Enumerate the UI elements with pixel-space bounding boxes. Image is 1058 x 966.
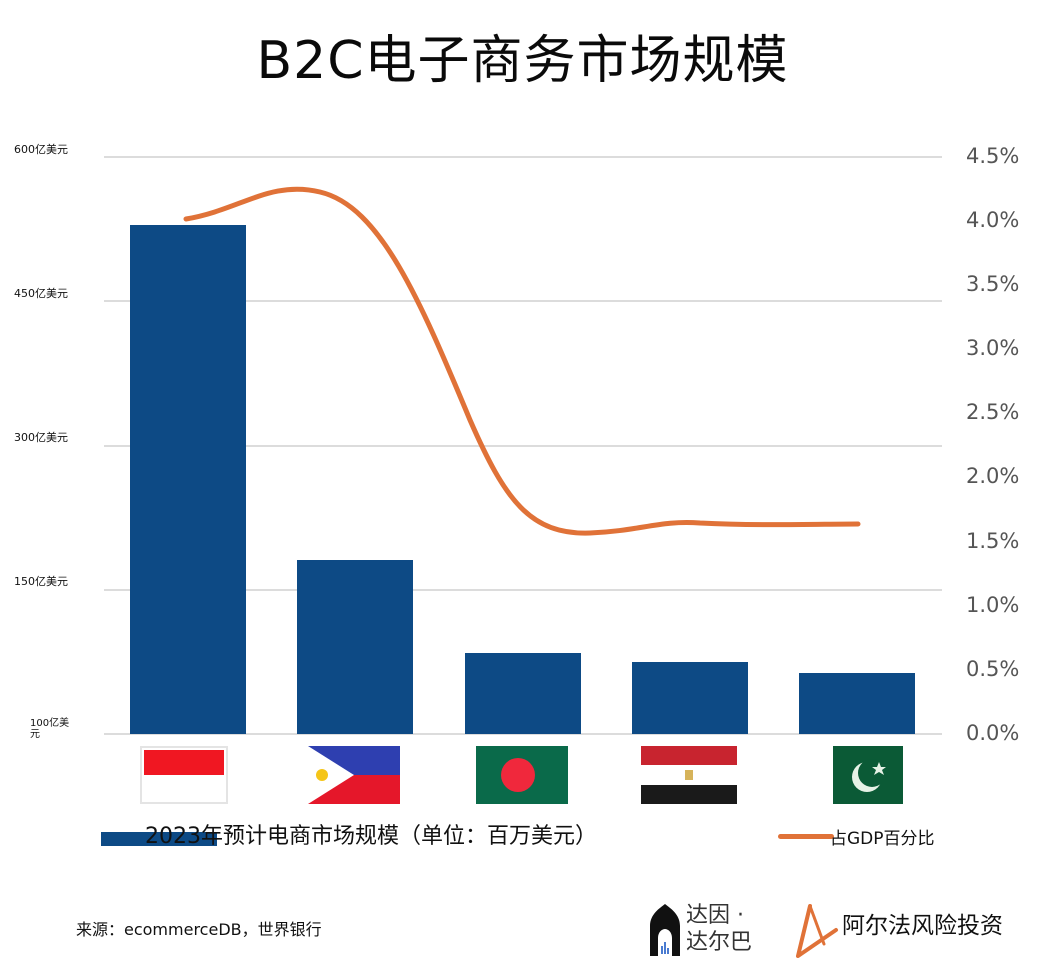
legend-line-label: 占GDP百分比 xyxy=(830,829,935,849)
left-axis-tick-100: 100亿美元 xyxy=(30,718,70,740)
logo2-text: 阿尔法风险投资 xyxy=(842,913,1003,939)
logo1-line1: 达因 · xyxy=(686,903,744,928)
logo1-text: 达因 · 达尔巴 xyxy=(686,902,766,956)
left-axis-tick-150: 150亿美元 xyxy=(14,575,68,588)
right-axis-tick-4-0: 4.0% xyxy=(966,208,1020,232)
logo1-line2: 达尔巴 xyxy=(686,930,753,955)
gdp-share-line[interactable] xyxy=(183,186,861,536)
legend-bar-swatch xyxy=(101,832,217,846)
right-axis-tick-3-0: 3.0% xyxy=(966,336,1020,360)
right-axis-tick-0-0: 0.0% xyxy=(966,721,1020,745)
right-axis-tick-4-5: 4.5% xyxy=(966,144,1020,168)
left-axis-tick-300: 300亿美元 xyxy=(14,431,68,444)
bar-egypt[interactable] xyxy=(632,662,748,734)
left-axis-tick-600: 600亿美元 xyxy=(14,143,68,156)
right-axis-tick-2-5: 2.5% xyxy=(966,400,1020,424)
philippines-flag-icon xyxy=(308,746,400,804)
indonesia-flag-icon xyxy=(140,746,228,804)
dome-logo-icon xyxy=(650,904,680,956)
bar-indonesia[interactable] xyxy=(130,225,246,734)
right-axis-tick-1-5: 1.5% xyxy=(966,529,1020,553)
right-axis-tick-1-0: 1.0% xyxy=(966,593,1020,617)
egypt-flag-icon xyxy=(641,746,737,804)
pakistan-flag-icon xyxy=(833,746,903,804)
source-note: 来源：ecommerceDB，世界银行 xyxy=(76,920,322,939)
bar-philippines[interactable] xyxy=(297,560,413,734)
alpha-triangle-logo-icon xyxy=(796,904,838,958)
bar-series xyxy=(130,225,915,734)
right-axis-tick-3-5: 3.5% xyxy=(966,272,1020,296)
chart-title: B2C电子商务市场规模 xyxy=(256,31,789,91)
bar-bangladesh[interactable] xyxy=(465,653,581,734)
right-axis-tick-0-5: 0.5% xyxy=(966,657,1020,681)
legend-bar-label: 2023年预计电商市场规模（单位：百万美元） xyxy=(145,824,597,849)
bangladesh-flag-icon xyxy=(476,746,568,804)
legend-line-swatch xyxy=(778,834,834,839)
right-axis-tick-2-0: 2.0% xyxy=(966,464,1020,488)
left-axis-tick-450: 450亿美元 xyxy=(14,287,68,300)
bar-pakistan[interactable] xyxy=(799,673,915,734)
